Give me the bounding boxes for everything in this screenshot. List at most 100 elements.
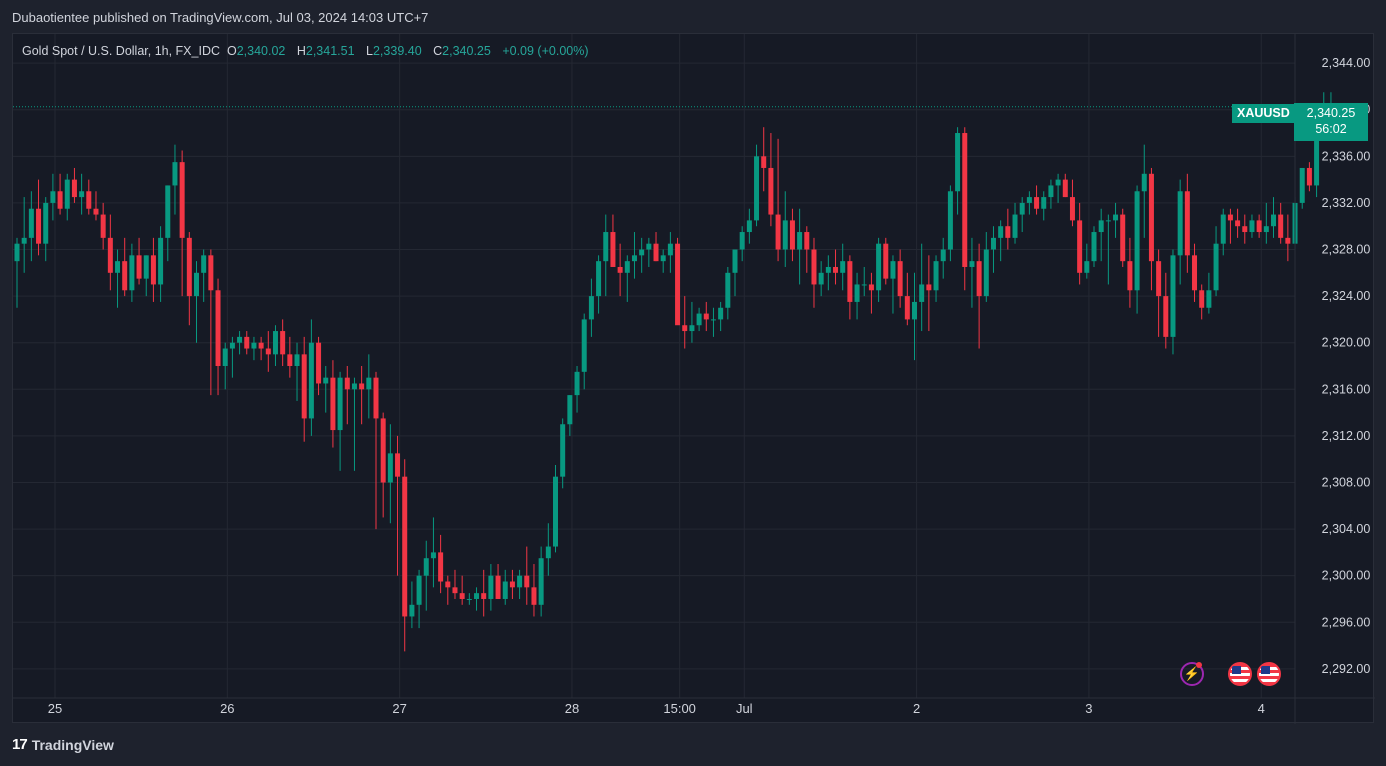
candle-body bbox=[387, 453, 393, 483]
x-tick-label: 26 bbox=[220, 701, 234, 716]
candle-body bbox=[359, 383, 365, 390]
candle-body bbox=[574, 371, 580, 396]
bar-countdown: 56:02 bbox=[1315, 122, 1347, 136]
candle-body bbox=[1134, 191, 1140, 291]
candle-body bbox=[36, 208, 42, 244]
high-label: H bbox=[296, 44, 306, 58]
candle-body bbox=[1299, 167, 1305, 203]
candle-body bbox=[962, 133, 968, 267]
candle-body bbox=[1256, 220, 1262, 233]
candle-body bbox=[1213, 243, 1219, 291]
candle-body bbox=[1055, 179, 1061, 186]
candle-body bbox=[122, 261, 128, 291]
high-value: 2,341.51 bbox=[305, 44, 355, 58]
candle-body bbox=[861, 284, 867, 286]
candle-body bbox=[1026, 197, 1032, 203]
candle-body bbox=[1077, 220, 1083, 273]
candle-body bbox=[1278, 214, 1284, 238]
last-price-tag: 2,340.25 56:02 bbox=[1294, 103, 1368, 141]
candle-body bbox=[488, 575, 494, 599]
candle-body bbox=[445, 581, 451, 588]
candle-body bbox=[1314, 115, 1320, 186]
candle-body bbox=[466, 598, 472, 600]
candle-body bbox=[545, 546, 551, 559]
y-tick-label: 2,332.00 bbox=[1322, 196, 1371, 210]
publisher-line: Dubaotientee published on TradingView.co… bbox=[12, 10, 429, 25]
candle-body bbox=[438, 552, 444, 582]
candle-body bbox=[1206, 290, 1212, 308]
notification-dot bbox=[1196, 662, 1202, 668]
candle-body bbox=[1034, 197, 1040, 209]
candle-body bbox=[782, 220, 788, 250]
candle-body bbox=[229, 342, 235, 349]
close-value: 2,340.25 bbox=[442, 44, 491, 58]
candle-body bbox=[897, 261, 903, 297]
x-tick-label: 15:00 bbox=[663, 701, 696, 716]
candle-body bbox=[868, 284, 874, 291]
candle-body bbox=[581, 319, 587, 372]
candle-body bbox=[1084, 261, 1090, 273]
candle-body bbox=[610, 232, 616, 267]
candlestick-chart[interactable]: 2,344.002,340.002,336.002,332.002,328.00… bbox=[13, 34, 1375, 724]
candle-body bbox=[1098, 220, 1104, 233]
candle-body bbox=[251, 342, 257, 349]
flash-icon[interactable]: ⚡ bbox=[1180, 662, 1204, 686]
y-tick-label: 2,312.00 bbox=[1322, 429, 1371, 443]
candle-body bbox=[940, 249, 946, 262]
change-value: +0.09 (+0.00%) bbox=[502, 44, 589, 58]
candle-body bbox=[373, 377, 379, 419]
candle-body bbox=[1192, 255, 1198, 291]
candle-body bbox=[1271, 214, 1276, 227]
candle-body bbox=[639, 249, 645, 256]
candle-body bbox=[395, 453, 401, 477]
candle-body bbox=[596, 261, 602, 297]
candle-body bbox=[1105, 220, 1111, 222]
candle-body bbox=[718, 307, 724, 320]
candle-body bbox=[186, 237, 192, 297]
us-flag-icon[interactable] bbox=[1257, 662, 1281, 686]
low-label: L bbox=[366, 44, 373, 58]
tradingview-logo[interactable]: 17 TradingView bbox=[12, 736, 114, 753]
candle-body bbox=[93, 208, 99, 215]
candle-body bbox=[1235, 220, 1241, 227]
candle-body bbox=[553, 476, 558, 547]
candle-body bbox=[847, 261, 853, 302]
candle-body bbox=[287, 354, 293, 366]
candle-body bbox=[710, 319, 716, 321]
y-tick-label: 2,324.00 bbox=[1322, 289, 1371, 303]
candle-body bbox=[1012, 214, 1018, 238]
candle-body bbox=[172, 162, 178, 186]
tv-logo-icon: 17 bbox=[12, 736, 28, 753]
chart-area[interactable]: 2,344.002,340.002,336.002,332.002,328.00… bbox=[12, 33, 1375, 724]
candle-body bbox=[215, 290, 221, 366]
last-price: 2,340.25 bbox=[1306, 106, 1356, 120]
candle-body bbox=[100, 214, 106, 238]
candle-body bbox=[86, 191, 92, 209]
candle-body bbox=[158, 237, 164, 285]
candle-body bbox=[955, 133, 961, 192]
candle-body bbox=[179, 162, 185, 238]
us-flag-icon[interactable] bbox=[1228, 662, 1252, 686]
candle-body bbox=[588, 296, 594, 320]
candle-body bbox=[517, 575, 523, 588]
candle-body bbox=[754, 156, 760, 221]
x-tick-label: 27 bbox=[392, 701, 406, 716]
candle-body bbox=[409, 604, 415, 617]
candle-body bbox=[143, 255, 149, 279]
candle-body bbox=[294, 354, 300, 366]
candle-body bbox=[567, 395, 573, 425]
candle-body bbox=[509, 581, 515, 588]
candle-body bbox=[1156, 261, 1162, 297]
candle-body bbox=[531, 587, 537, 605]
y-tick-label: 2,344.00 bbox=[1322, 56, 1371, 70]
candle-body bbox=[804, 232, 810, 250]
candle-body bbox=[825, 266, 831, 273]
candle-body bbox=[43, 202, 49, 244]
candle-body bbox=[631, 255, 637, 262]
candle-body bbox=[495, 575, 501, 599]
candle-body bbox=[646, 243, 652, 250]
symbol-title: Gold Spot / U.S. Dollar, 1h, FX_IDC bbox=[22, 44, 220, 58]
candle-body bbox=[115, 261, 121, 273]
candle-body bbox=[208, 255, 214, 291]
candle-body bbox=[990, 237, 996, 250]
